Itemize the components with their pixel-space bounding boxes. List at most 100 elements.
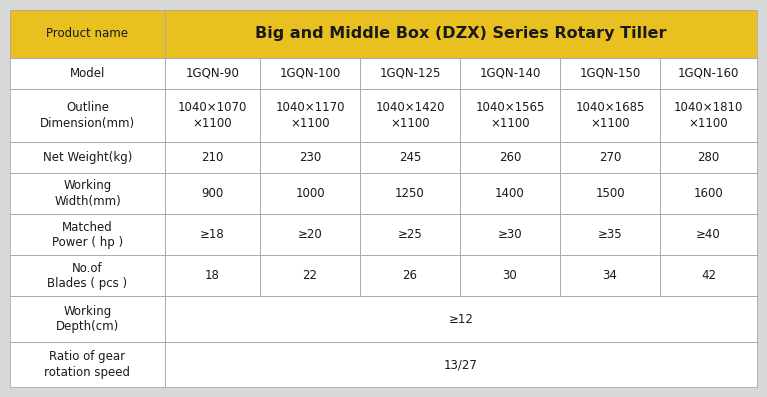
Bar (660, 58, 757, 89)
Bar (260, 173, 360, 214)
Bar (460, 142, 560, 173)
Text: Working
Depth(cm): Working Depth(cm) (56, 305, 119, 333)
Bar (260, 58, 360, 89)
Bar (360, 142, 460, 173)
Text: 1GQN-150: 1GQN-150 (579, 67, 640, 80)
Bar (260, 89, 360, 142)
Bar (660, 214, 757, 255)
Bar (165, 10, 757, 58)
Text: Ratio of gear
rotation speed: Ratio of gear rotation speed (44, 350, 130, 379)
Bar (10, 296, 165, 342)
Text: 1040×1565
×1100: 1040×1565 ×1100 (476, 101, 545, 130)
Bar (260, 255, 360, 296)
Bar (560, 89, 660, 142)
Text: 1040×1070
×1100: 1040×1070 ×1100 (178, 101, 247, 130)
Text: 13/27: 13/27 (444, 358, 478, 371)
Bar (165, 142, 260, 173)
Bar (560, 173, 660, 214)
Bar (165, 296, 757, 342)
Bar (360, 214, 460, 255)
Bar (260, 58, 360, 89)
Text: 280: 280 (697, 151, 719, 164)
Text: 270: 270 (599, 151, 621, 164)
Bar (460, 142, 560, 173)
Bar (10, 142, 165, 173)
Bar (660, 255, 757, 296)
Bar (165, 173, 260, 214)
Text: ≥35: ≥35 (597, 228, 622, 241)
Bar (10, 296, 165, 342)
Text: 42: 42 (701, 269, 716, 282)
Text: ≥40: ≥40 (696, 228, 721, 241)
Bar (360, 214, 460, 255)
Text: 1GQN-100: 1GQN-100 (279, 67, 341, 80)
Bar (10, 89, 165, 142)
Bar (10, 214, 165, 255)
Bar (165, 296, 757, 342)
Bar (460, 58, 560, 89)
Bar (660, 173, 757, 214)
Bar (660, 142, 757, 173)
Bar (165, 58, 260, 89)
Bar (560, 255, 660, 296)
Bar (10, 89, 165, 142)
Text: 1040×1170
×1100: 1040×1170 ×1100 (275, 101, 344, 130)
Bar (10, 342, 165, 387)
Bar (10, 58, 165, 89)
Bar (660, 58, 757, 89)
Bar (360, 58, 460, 89)
Text: Matched
Power ( hp ): Matched Power ( hp ) (52, 220, 123, 249)
Text: 210: 210 (201, 151, 224, 164)
Bar (360, 89, 460, 142)
Text: 900: 900 (202, 187, 224, 200)
Bar (660, 142, 757, 173)
Bar (360, 173, 460, 214)
Text: ≥30: ≥30 (498, 228, 522, 241)
Bar (165, 214, 260, 255)
Bar (10, 255, 165, 296)
Bar (165, 342, 757, 387)
Text: Model: Model (70, 67, 105, 80)
Text: 1GQN-90: 1GQN-90 (186, 67, 239, 80)
Text: 1600: 1600 (693, 187, 723, 200)
Bar (560, 142, 660, 173)
Bar (660, 89, 757, 142)
Bar (560, 58, 660, 89)
Bar (660, 214, 757, 255)
Bar (10, 58, 165, 89)
Bar (165, 214, 260, 255)
Bar (10, 10, 165, 58)
Text: Product name: Product name (47, 27, 129, 40)
Bar (560, 58, 660, 89)
Bar (165, 255, 260, 296)
Bar (165, 58, 260, 89)
Bar (460, 214, 560, 255)
Text: 1040×1810
×1100: 1040×1810 ×1100 (674, 101, 743, 130)
Bar (10, 214, 165, 255)
Bar (260, 142, 360, 173)
Bar (460, 89, 560, 142)
Bar (460, 255, 560, 296)
Text: Big and Middle Box (DZX) Series Rotary Tiller: Big and Middle Box (DZX) Series Rotary T… (255, 26, 667, 41)
Bar (660, 255, 757, 296)
Text: 1040×1685
×1100: 1040×1685 ×1100 (575, 101, 645, 130)
Bar (360, 89, 460, 142)
Text: Working
Width(mm): Working Width(mm) (54, 179, 121, 208)
Bar (560, 142, 660, 173)
Bar (360, 173, 460, 214)
Text: 26: 26 (403, 269, 417, 282)
Bar (560, 255, 660, 296)
Bar (165, 10, 757, 58)
Bar (10, 173, 165, 214)
Text: ≥20: ≥20 (298, 228, 322, 241)
Text: 260: 260 (499, 151, 522, 164)
Bar (260, 255, 360, 296)
Bar (560, 173, 660, 214)
Bar (10, 142, 165, 173)
Bar (460, 89, 560, 142)
Bar (260, 214, 360, 255)
Text: 1040×1420
×1100: 1040×1420 ×1100 (375, 101, 445, 130)
Text: 30: 30 (502, 269, 518, 282)
Bar (560, 214, 660, 255)
Bar (560, 89, 660, 142)
